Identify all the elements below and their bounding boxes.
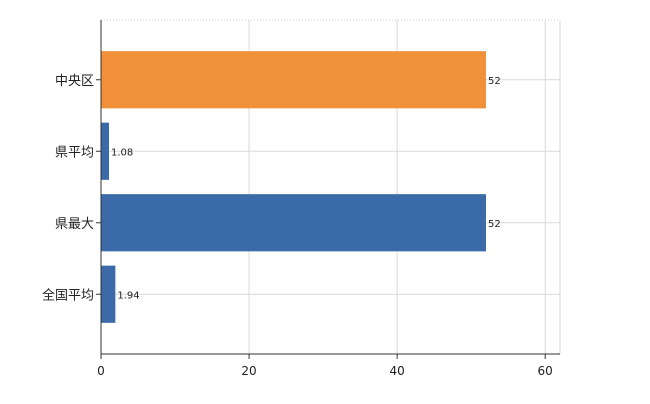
x-tick-label: 0 [97, 364, 105, 378]
bar [101, 51, 486, 109]
category-label: 県平均 [55, 145, 94, 160]
bar [101, 265, 116, 323]
bar [101, 122, 109, 180]
x-tick-label: 40 [389, 364, 404, 378]
data-label: 1.08 [111, 147, 133, 158]
bar [101, 194, 486, 252]
x-tick-label: 20 [241, 364, 256, 378]
category-label: 県最大 [55, 217, 94, 232]
data-label: 52 [488, 76, 501, 87]
category-label: 中央区 [55, 74, 94, 89]
x-tick-label: 60 [538, 364, 553, 378]
data-label: 1.94 [117, 290, 139, 301]
axes [100, 20, 560, 355]
bars [101, 51, 486, 323]
labels: 0 20 40 60 中央区 52 県平均 1.08 県最大 52 全国平均 1.94 [42, 74, 553, 378]
category-label: 全国平均 [42, 287, 94, 303]
data-label: 52 [488, 219, 501, 230]
